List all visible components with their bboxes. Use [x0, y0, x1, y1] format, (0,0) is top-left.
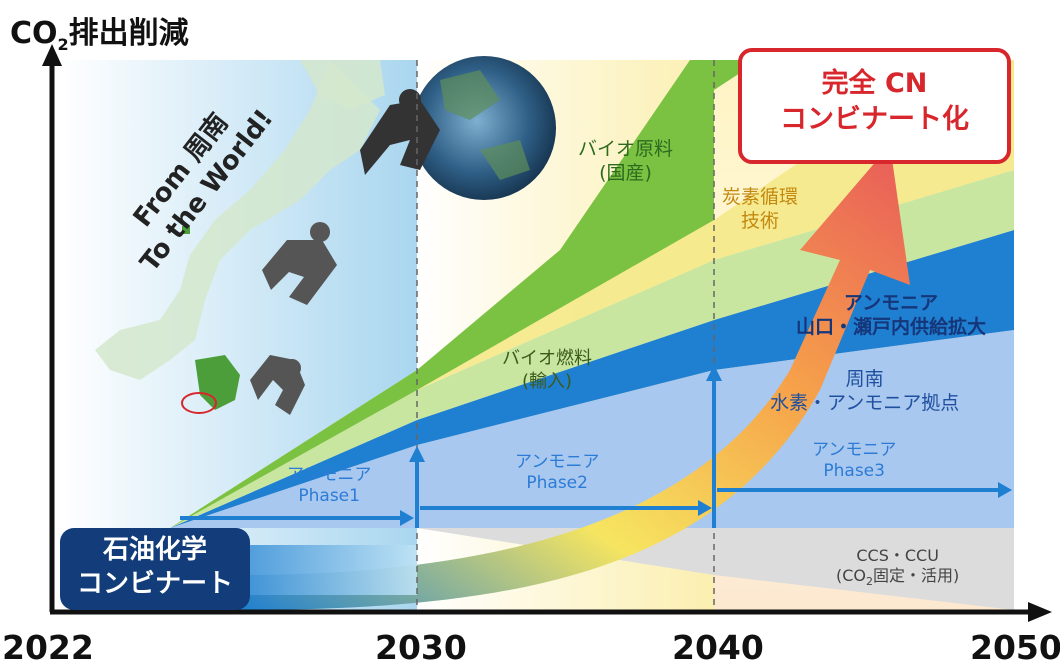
ccs-line2-suffix: 固定・活用)	[873, 566, 960, 585]
year-2022: 2022	[2, 628, 94, 667]
band-yellow	[170, 60, 1014, 528]
carbon-cycle-line2: 技術	[741, 209, 780, 232]
y-title-prefix: CO	[10, 16, 58, 51]
hokkaido-map	[300, 60, 385, 110]
year-2030: 2030	[375, 628, 467, 667]
yamaguchi-map	[195, 355, 240, 410]
x-axis-arrowhead	[1028, 602, 1052, 622]
phase3-line2: Phase3	[823, 461, 885, 482]
phase-arrows	[180, 365, 1012, 528]
label-phase3: アンモニア Phase3	[812, 440, 896, 483]
petro-arrow-body	[200, 545, 417, 595]
bio-feed-line2: (国産)	[599, 161, 652, 184]
label-shunan-hub: 周南 水素・アンモニア拠点	[770, 368, 959, 416]
phase1-line2: Phase1	[298, 486, 360, 507]
bio-feed-line1: バイオ原料	[578, 138, 674, 160]
ammonia-region-line2: 山口・瀬戸内供給拡大	[796, 315, 987, 338]
band-blue	[170, 230, 1014, 528]
start-box: 石油化学 コンビナート	[60, 528, 250, 610]
start-line2: コンビナート	[76, 568, 233, 599]
band-light-green	[170, 170, 1014, 528]
goal-line2: コンビナート化	[780, 104, 969, 136]
year-2040: 2040	[672, 628, 764, 667]
ccs-line1: CCS・CCU	[856, 546, 939, 565]
carbon-cycle-line1: 炭素循環	[722, 186, 799, 208]
label-phase2: アンモニア Phase2	[515, 452, 599, 495]
goal-box: 完全 CN コンビナート化	[738, 48, 1011, 164]
phase1-line1: アンモニア	[287, 465, 372, 485]
japan-map	[95, 60, 380, 380]
runner-silhouettes	[250, 89, 440, 415]
y-title-subscript: 2	[57, 35, 69, 54]
bio-fuel-line2: (輸入)	[521, 370, 573, 392]
band-bio-green	[170, 60, 714, 528]
phase2-line1: アンモニア	[515, 452, 600, 472]
phase3-line1: アンモニア	[812, 440, 897, 460]
shunan-hub-line1: 周南	[845, 368, 884, 390]
ccs-line2-sub: 2	[866, 575, 874, 589]
shunan-marker	[181, 392, 217, 414]
y-title-suffix: 排出削減	[68, 16, 189, 51]
small-green-marker	[182, 226, 190, 234]
start-line1: 石油化学	[102, 535, 207, 565]
year-2050: 2050	[970, 628, 1060, 667]
y-axis-title: CO2排出削減	[10, 8, 189, 54]
bio-fuel-line1: バイオ燃料	[502, 348, 592, 369]
label-ammonia-region: アンモニア 山口・瀬戸内供給拡大	[796, 292, 986, 340]
ammonia-region-line1: アンモニア	[843, 292, 939, 314]
y-axis-arrowhead	[42, 44, 62, 66]
phase2-line2: Phase2	[526, 473, 588, 494]
earth-land	[440, 70, 530, 180]
goal-line1: 完全 CN	[821, 68, 928, 99]
label-bio-fuel: バイオ燃料 (輸入)	[502, 348, 592, 393]
label-ccs: CCS・CCU (CO2固定・活用)	[836, 546, 959, 589]
ccs-line2-prefix: (CO	[836, 566, 867, 585]
label-bio-feed: バイオ原料 (国産)	[578, 138, 673, 186]
ccs-line2: (CO2固定・活用)	[836, 566, 959, 589]
shunan-hub-line2: 水素・アンモニア拠点	[770, 391, 960, 414]
label-phase1: アンモニア Phase1	[287, 465, 371, 508]
label-carbon-cycle: 炭素循環 技術	[722, 186, 798, 234]
